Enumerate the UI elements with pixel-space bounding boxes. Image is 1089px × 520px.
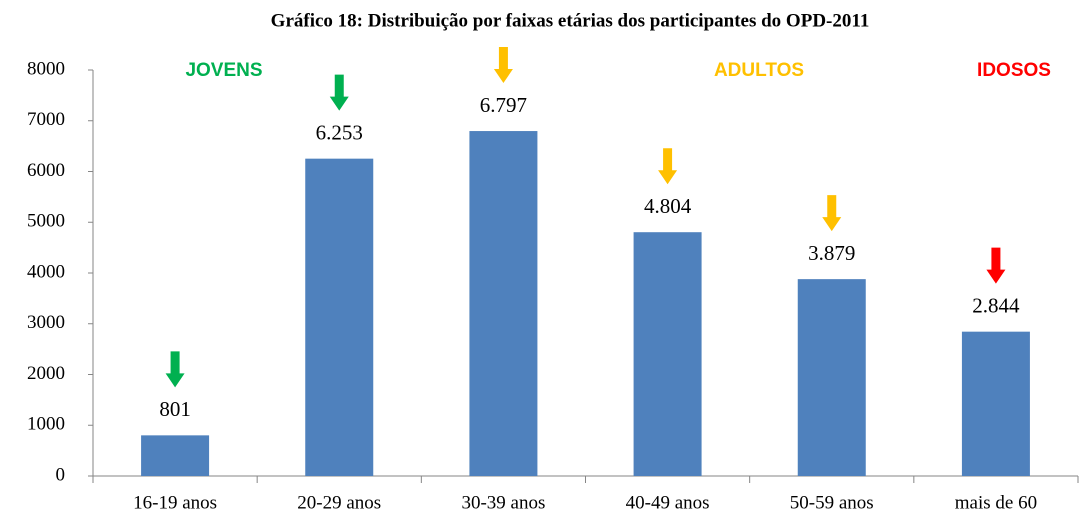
y-tick-label: 8000: [27, 58, 65, 79]
bar: [305, 158, 374, 476]
y-tick-label: 1000: [27, 414, 65, 435]
bar: [797, 279, 866, 476]
x-tick-label: 16-19 anos: [133, 492, 217, 513]
x-tick-label: mais de 60: [955, 492, 1037, 513]
x-tick-label: 40-49 anos: [626, 492, 710, 513]
bar: [141, 435, 210, 476]
arrow: [329, 74, 349, 111]
x-tick-label: 30-39 anos: [461, 492, 545, 513]
arrow: [822, 195, 842, 232]
arrow: [986, 247, 1006, 284]
y-tick-label: 3000: [27, 312, 65, 333]
annotation: JOVENS: [185, 60, 262, 81]
bar: [961, 331, 1030, 476]
value-label: 2.844: [972, 293, 1020, 317]
y-tick-label: 4000: [27, 261, 65, 282]
annotation: ADULTOS: [714, 60, 804, 81]
arrow: [493, 47, 513, 84]
arrow: [658, 148, 678, 185]
y-tick-label: 6000: [27, 160, 65, 181]
bar: [469, 131, 538, 476]
x-tick-label: 20-29 anos: [297, 492, 381, 513]
annotation: IDOSOS: [977, 60, 1051, 81]
value-label: 801: [159, 397, 191, 421]
value-label: 6.253: [316, 120, 363, 144]
y-tick-label: 2000: [27, 363, 65, 384]
value-label: 4.804: [644, 194, 692, 218]
bar: [633, 232, 702, 476]
x-tick-label: 50-59 anos: [790, 492, 874, 513]
value-label: 3.879: [808, 241, 855, 265]
value-label: 6.797: [480, 93, 527, 117]
chart-title: Gráfico 18: Distribuição por faixas etár…: [271, 10, 870, 31]
y-tick-label: 7000: [27, 109, 65, 130]
y-tick-label: 0: [56, 464, 66, 485]
y-tick-label: 5000: [27, 211, 65, 232]
arrow: [165, 351, 185, 388]
